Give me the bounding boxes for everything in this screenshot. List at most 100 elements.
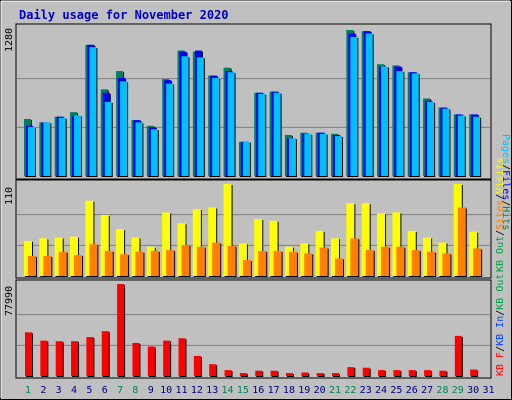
sites-bar-day-10 <box>166 250 176 277</box>
x-label-day-15: 15 <box>237 385 249 396</box>
visits-bar-day-21-fill <box>331 238 339 276</box>
sites-bar-day-20-fill <box>319 247 328 276</box>
sites-bar-day-30 <box>473 248 483 277</box>
kbf-bar-day-18-fill <box>285 373 293 376</box>
pages-bar-day-25-fill <box>396 71 404 176</box>
kbf-bar-day-12 <box>193 355 202 377</box>
kbf-bar-day-24-fill <box>378 370 386 376</box>
legend-visits: Visits <box>495 158 506 194</box>
kbf-bar-day-22-fill <box>347 367 355 376</box>
visits-bar-day-14 <box>223 184 233 277</box>
sites-bar-day-12-fill <box>196 246 205 276</box>
kbf-bar-day-30 <box>470 369 479 377</box>
sites-bar-day-26 <box>411 250 421 277</box>
kbf-bar-day-25-fill <box>393 370 401 376</box>
visits-bar-day-10 <box>162 212 172 277</box>
sites-bar-day-4 <box>74 255 84 277</box>
sites-bar-day-17 <box>273 250 283 277</box>
legend-kb-f: KB F <box>495 352 506 376</box>
kbf-bar-day-21 <box>332 373 340 377</box>
kbf-bar-day-24 <box>378 370 387 377</box>
sites-bar-day-3 <box>58 251 68 277</box>
sites-bar-day-16-fill <box>258 250 267 276</box>
pages-bar-day-1-fill <box>28 126 35 176</box>
pages-bar-day-12 <box>196 57 205 177</box>
sites-bar-day-6 <box>104 250 114 277</box>
visits-bar-day-24-fill <box>377 213 386 276</box>
kbf-bar-day-21-fill <box>332 373 339 376</box>
sites-bar-day-5-fill <box>89 244 98 276</box>
sites-bar-day-27 <box>427 251 437 277</box>
x-label-day-12: 12 <box>191 385 203 396</box>
pages-bar-day-13 <box>212 77 221 177</box>
sites-bar-day-18 <box>288 251 298 277</box>
sites-bar-day-11 <box>181 245 191 277</box>
visits-bar-day-13-fill <box>208 207 217 276</box>
visits-bar-day-24 <box>377 213 387 277</box>
visits-bar-day-25 <box>392 212 402 277</box>
legend-kb-out: KB Out <box>495 236 506 272</box>
kbf-bar-day-15-fill <box>239 373 247 376</box>
kbf-bar-day-23 <box>362 367 371 377</box>
sites-bar-day-24 <box>381 246 391 277</box>
x-label-day-16: 16 <box>252 385 264 396</box>
visits-bar-day-25-fill <box>392 212 401 276</box>
pages-bar-day-24-fill <box>381 66 389 176</box>
pages-bar-day-29-fill <box>457 115 465 176</box>
sites-bar-day-30-fill <box>473 248 482 276</box>
x-label-day-21: 21 <box>329 385 341 396</box>
x-label-day-25: 25 <box>390 385 402 396</box>
x-axis-labels: 1 2 3 4 5 6 7 8 9 10 11 12 13 14 15 16 17 18 19 20 21 22 23 24 2… <box>25 385 495 396</box>
pages-bar-day-1 <box>28 126 36 177</box>
kbf-bar-day-10-fill <box>163 340 171 376</box>
sites-bar-day-23 <box>365 250 375 277</box>
x-label-day-8: 8 <box>132 385 138 396</box>
sites-bar-day-13 <box>212 242 222 277</box>
kbf-bar-day-28-fill <box>439 370 447 376</box>
legend-sep-1: / <box>500 164 511 170</box>
visits-bar-day-23-fill <box>361 203 370 276</box>
kbf-bar-day-9-fill <box>147 346 155 376</box>
x-label-day-14: 14 <box>222 385 234 396</box>
legend-bottom: KB F/KB In/KB Out <box>495 274 506 376</box>
pages-bar-day-5 <box>89 47 98 177</box>
sites-bar-day-22-fill <box>350 238 359 276</box>
sites-bar-day-8 <box>135 251 145 277</box>
visits-bar-day-17 <box>269 220 279 277</box>
pages-bar-day-27-fill <box>427 101 435 176</box>
sites-bar-day-10-fill <box>166 250 175 276</box>
visits-bar-day-6 <box>100 214 110 277</box>
sites-bar-day-15-fill <box>242 260 251 276</box>
y-max-label-middle: 110 <box>4 187 15 205</box>
x-label-day-13: 13 <box>206 385 218 396</box>
x-label-day-9: 9 <box>148 385 154 396</box>
pages-bar-day-30 <box>473 116 482 177</box>
pages-bar-day-14 <box>227 72 236 177</box>
x-label-day-2: 2 <box>40 385 46 396</box>
x-label-day-23: 23 <box>360 385 372 396</box>
pages-bar-day-17-fill <box>273 92 281 176</box>
bars-layer <box>24 30 483 377</box>
legend-sep-2: / <box>500 200 511 206</box>
sites-bar-day-12 <box>196 246 206 277</box>
visits-bar-day-5 <box>85 200 95 277</box>
pages-bar-day-15-fill <box>242 141 250 176</box>
pages-bar-day-17 <box>273 92 282 177</box>
sites-bar-day-19-fill <box>304 253 313 276</box>
x-label-day-19: 19 <box>298 385 310 396</box>
sites-bar-day-1-fill <box>28 255 36 276</box>
sites-bar-day-21-fill <box>335 258 343 276</box>
pages-bar-day-13-fill <box>212 77 220 176</box>
sites-bar-day-6-fill <box>104 250 113 276</box>
kbf-bar-day-16-fill <box>255 370 263 376</box>
visits-bar-day-12 <box>192 209 202 277</box>
pages-bar-day-3 <box>58 117 67 177</box>
kbf-bar-day-6-fill <box>101 331 109 376</box>
sites-bar-day-26-fill <box>411 250 420 276</box>
pages-bar-day-18-fill <box>288 138 296 176</box>
kbf-bar-day-30-fill <box>470 369 478 376</box>
kbf-bar-day-11 <box>178 338 187 377</box>
visits-bar-day-14-fill <box>223 184 232 276</box>
kbf-bar-day-16 <box>255 370 264 377</box>
x-label-day-1: 1 <box>25 385 31 396</box>
